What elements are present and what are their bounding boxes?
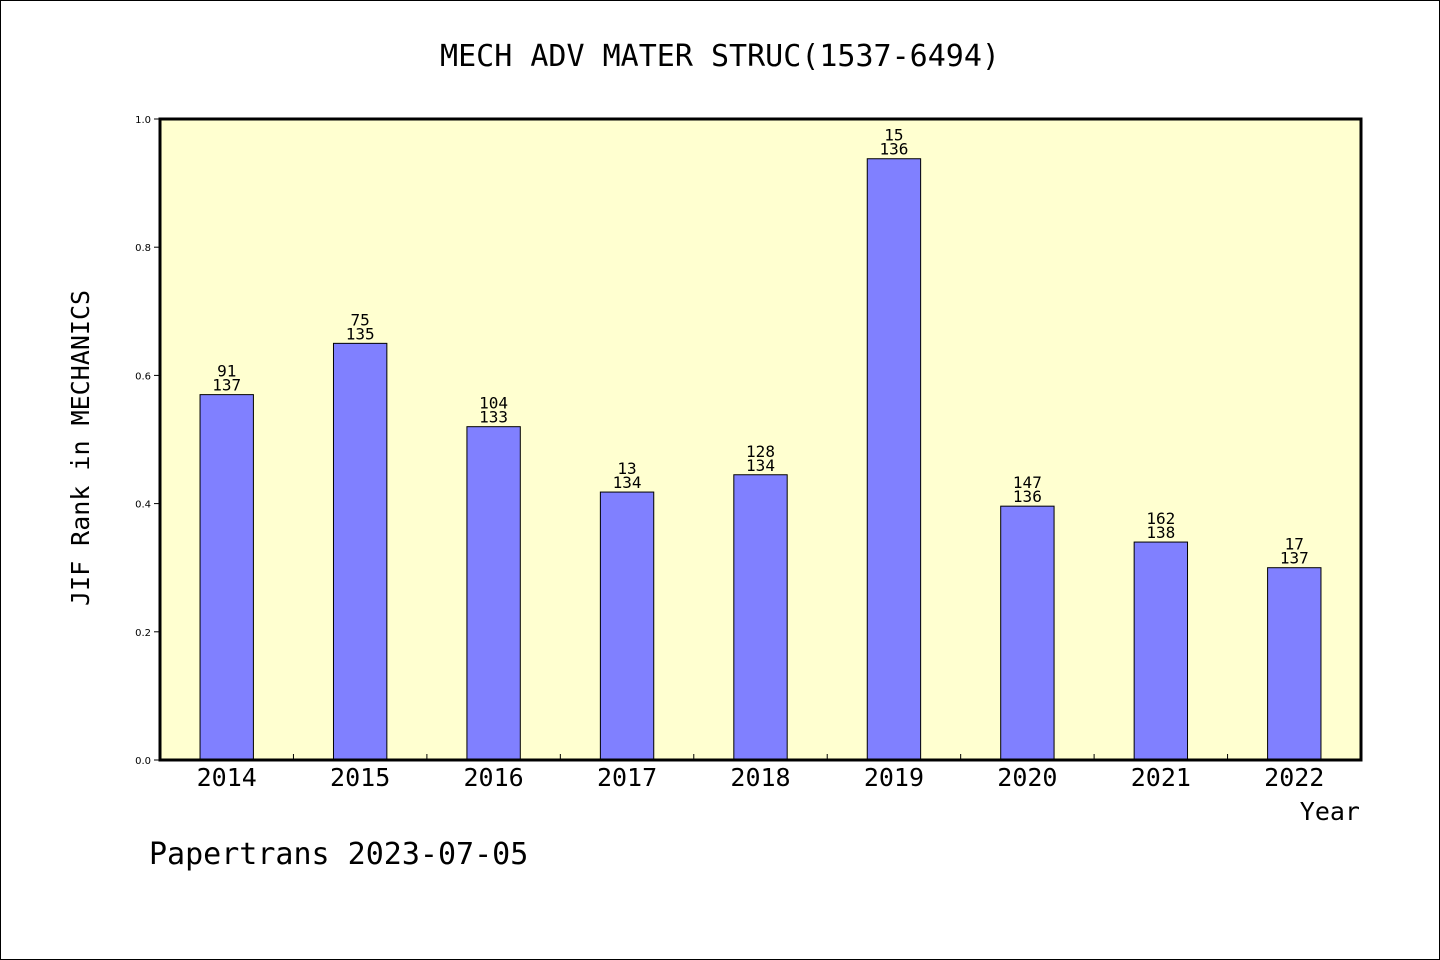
bar-rank-label: 162 (1146, 509, 1175, 528)
bar-rank-label: 17 (1285, 535, 1304, 554)
x-tick-label: 2020 (997, 763, 1057, 792)
bar-total-label: 137 (212, 376, 241, 395)
bar-2017 (599, 491, 655, 761)
bar-2022 (1267, 567, 1322, 761)
x-axis-label: Year (1300, 797, 1360, 826)
y-axis-label: JIF Rank in MECHANICS (66, 290, 95, 606)
bar-total-label: 136 (879, 140, 908, 159)
bar-rank-label: 75 (351, 310, 370, 329)
y-axis: 0.0 0.2 0.4 0.6 0.8 1.0 (135, 115, 160, 767)
bar-rank-label: 104 (479, 394, 508, 413)
bar-2018 (733, 474, 788, 761)
bars: 9113775135104133131341281341513614713616… (199, 126, 1322, 761)
bar-total-label: 134 (746, 456, 775, 475)
bar-total-label: 136 (1013, 487, 1042, 506)
footer-credit: Papertrans 2023-07-05 (149, 837, 528, 872)
x-tick-label: 2022 (1264, 763, 1324, 792)
x-tick-label: 2016 (464, 763, 524, 792)
bar-2016 (466, 426, 521, 761)
bar-rank-label: 15 (884, 126, 903, 145)
bar-total-label: 134 (613, 473, 642, 492)
y-tick-label: 0.4 (135, 500, 151, 511)
bar-rank-label: 128 (746, 442, 775, 461)
x-axis: 2014 2015 2016 2017 2018 2019 2020 2021 2022 (197, 754, 1324, 792)
bar-total-label: 133 (479, 408, 508, 427)
chart-title: MECH ADV MATER STRUC(1537-6494) (440, 39, 1000, 74)
bar-rank-label: 91 (217, 362, 236, 381)
bar-total-label: 138 (1146, 523, 1175, 542)
y-tick-label: 1.0 (135, 115, 151, 126)
bar-2014 (199, 394, 254, 761)
x-tick-label: 2019 (864, 763, 924, 792)
bar-total-label: 137 (1280, 549, 1309, 568)
x-tick-label: 2021 (1131, 763, 1191, 792)
bar-rank-label: 147 (1013, 473, 1042, 492)
bar-total-label: 135 (346, 324, 375, 343)
x-tick-label: 2015 (330, 763, 390, 792)
bar-2020 (1000, 505, 1055, 761)
y-tick-label: 0.0 (135, 756, 151, 767)
y-tick-label: 0.8 (135, 243, 151, 254)
bar-2019 (866, 158, 922, 761)
y-tick-label: 0.2 (135, 628, 151, 639)
bar-rank-label: 13 (617, 459, 636, 478)
x-tick-label: 2017 (597, 763, 657, 792)
bar-2015 (332, 342, 388, 761)
bar-2021 (1133, 541, 1189, 761)
y-tick-label: 0.6 (135, 371, 151, 382)
x-tick-label: 2014 (197, 763, 257, 792)
x-tick-label: 2018 (730, 763, 790, 792)
plot-border (158, 117, 1363, 762)
